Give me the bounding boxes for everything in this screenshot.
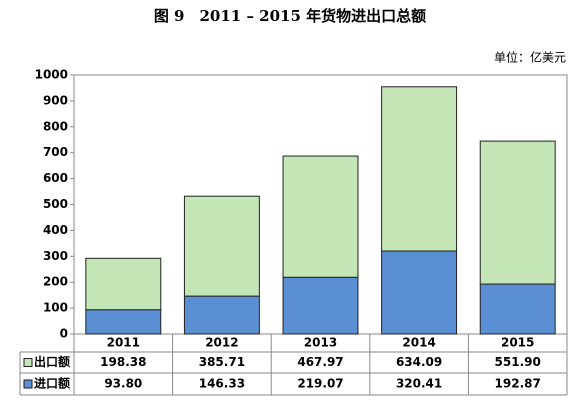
y-tick-label: 200 — [43, 275, 68, 289]
data-label: 198.38 — [100, 355, 146, 369]
data-label: 93.80 — [104, 377, 142, 391]
legend-label: 出口额 — [34, 354, 70, 369]
y-tick-label: 100 — [43, 301, 68, 315]
y-tick-label: 700 — [43, 145, 68, 159]
x-tick-label: 2015 — [501, 336, 534, 350]
data-label: 192.87 — [495, 377, 541, 391]
data-label: 219.07 — [297, 377, 343, 391]
y-tick-label: 600 — [43, 171, 68, 185]
x-tick-label: 2013 — [304, 336, 337, 350]
legend-key — [23, 379, 33, 389]
bar-segment — [282, 276, 359, 335]
y-tick-label: 1000 — [35, 68, 68, 82]
unit-label: 单位：亿美元 — [494, 50, 566, 65]
y-tick-label: 300 — [43, 249, 68, 263]
legend-label: 进口额 — [34, 376, 70, 391]
y-tick-label: 500 — [43, 197, 68, 211]
data-label: 385.71 — [199, 355, 245, 369]
y-tick-label: 800 — [43, 119, 68, 133]
bar-segment — [183, 195, 260, 297]
bar-segment — [381, 250, 458, 335]
data-label: 634.09 — [396, 355, 442, 369]
data-label: 467.97 — [297, 355, 343, 369]
chart-title: 图 9 2011 – 2015 年货物进出口总额 — [154, 7, 426, 25]
data-label: 551.90 — [495, 355, 541, 369]
y-tick-label: 400 — [43, 223, 68, 237]
data-label: 320.41 — [396, 377, 442, 391]
bar-segment — [85, 309, 162, 335]
y-tick-label: 0 — [60, 327, 68, 341]
bar-segment — [183, 295, 260, 335]
x-tick-label: 2014 — [402, 336, 435, 350]
legend-key — [23, 358, 33, 367]
x-tick-label: 2012 — [205, 336, 238, 350]
y-tick-label: 900 — [43, 93, 68, 107]
bar-segment — [381, 86, 458, 252]
x-tick-label: 2011 — [107, 336, 140, 350]
bar-segment — [479, 283, 556, 335]
bar-segment — [479, 140, 556, 285]
data-label: 146.33 — [199, 377, 245, 391]
bar-segment — [282, 155, 359, 278]
bar-segment — [85, 257, 162, 311]
